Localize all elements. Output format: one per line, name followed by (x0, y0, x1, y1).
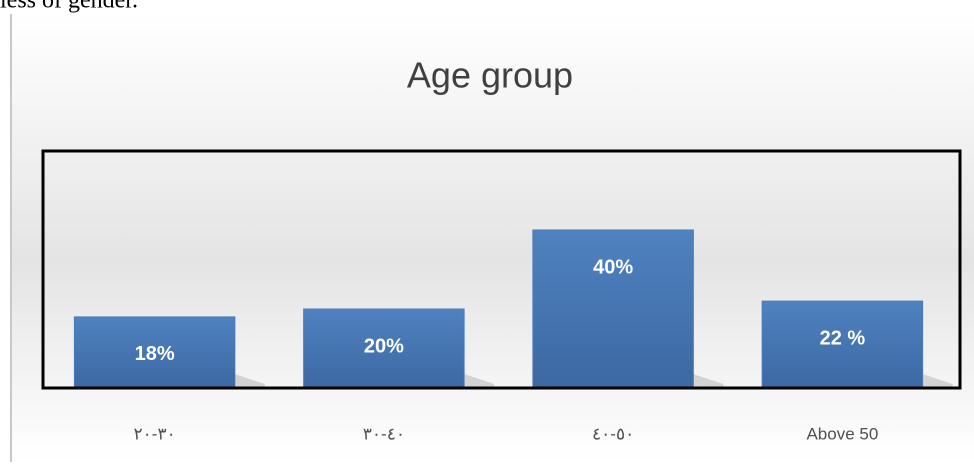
bar (761, 300, 924, 389)
x-tick-label: Above 50 (806, 424, 878, 443)
bar (532, 229, 694, 389)
bar (303, 308, 465, 389)
bar-shadow (464, 374, 495, 388)
x-tick-label: ٣٠-٢٠ (134, 424, 176, 443)
x-tick-label: ٤٠-٣٠ (363, 424, 405, 443)
bar-shadow (234, 374, 265, 388)
data-label: 20% (364, 335, 404, 357)
bar-shadow (922, 374, 953, 388)
data-label: 22 % (820, 327, 866, 349)
chart-title: Age group (407, 55, 573, 96)
data-label: 40% (593, 256, 633, 278)
bar-shadow (693, 374, 724, 388)
body-text: less of gender. (0, 0, 138, 14)
plot-frame (41, 149, 962, 390)
data-label: 18% (135, 343, 175, 365)
x-tick-label: ٥٠-٤٠ (592, 424, 634, 443)
bar (73, 316, 236, 389)
